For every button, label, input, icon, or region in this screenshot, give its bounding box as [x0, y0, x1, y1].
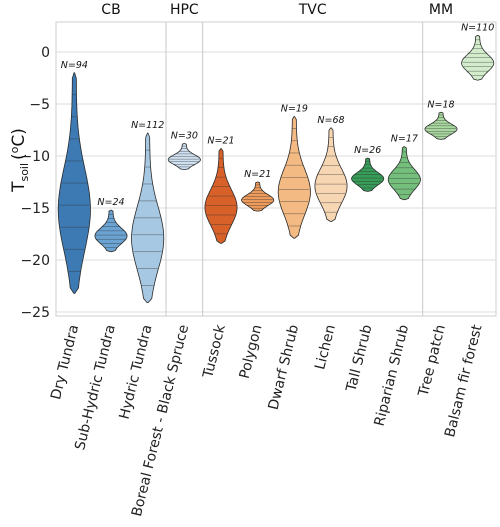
sample-size-label: N=21 — [207, 136, 234, 147]
x-tick-label: Tree patch — [415, 323, 448, 399]
violin-group — [57, 72, 91, 294]
violin-group — [277, 116, 311, 239]
violin-group — [167, 143, 201, 170]
y-tick-label: −5 — [29, 97, 50, 113]
group-label: CB — [101, 2, 120, 18]
violin-group — [314, 127, 348, 222]
sample-size-label: N=112 — [131, 120, 164, 131]
y-tick-label: −10 — [20, 149, 50, 165]
sample-size-label: N=19 — [281, 103, 308, 114]
violin-group — [241, 181, 275, 212]
y-tick-label: −15 — [20, 201, 50, 217]
sample-size-label: N=18 — [427, 99, 454, 110]
plot-frame — [55, 21, 497, 317]
sample-size-label: N=68 — [317, 115, 344, 126]
x-tick-label: Tussock — [200, 322, 229, 380]
x-tick-label: Dwarf Shrub — [266, 323, 303, 412]
y-tick-label: 0 — [41, 45, 50, 61]
x-tick-label: Riparian Shrub — [372, 323, 413, 428]
violin-group — [351, 157, 385, 192]
violin-group — [461, 35, 495, 81]
y-tick-label: −25 — [20, 305, 50, 321]
violin-group — [94, 209, 128, 253]
group-label: HPC — [170, 2, 199, 18]
x-tick-label: Balsam fir forest — [442, 323, 486, 439]
group-label: TVC — [298, 2, 327, 18]
x-tick-label: Lichen — [312, 323, 339, 371]
sample-size-label: N=17 — [391, 134, 418, 145]
y-axis-label: Tsoil(oC) — [8, 128, 31, 193]
grid-layer — [55, 21, 497, 317]
violin-group — [131, 132, 165, 303]
sample-size-label: N=26 — [354, 145, 381, 156]
group-label: MM — [429, 2, 453, 18]
sample-size-label: N=24 — [97, 197, 124, 208]
violin-group — [204, 148, 238, 244]
x-tick-label: Polygon — [237, 323, 266, 380]
x-tick-label: Tall Shrub — [343, 323, 375, 394]
x-tick-label: Sub-Hydric Tundra — [72, 323, 119, 452]
sample-size-label: N=110 — [461, 22, 494, 33]
violin-group — [424, 111, 458, 140]
violin-group — [387, 146, 421, 201]
sample-size-label: N=30 — [171, 131, 198, 142]
x-tick-label: Dry Tundra — [48, 323, 82, 401]
sample-size-label: N=94 — [61, 60, 88, 71]
sample-size-label: N=21 — [244, 169, 271, 180]
y-tick-label: −20 — [20, 253, 50, 269]
x-tick-label: Hydric Tundra — [117, 323, 156, 421]
